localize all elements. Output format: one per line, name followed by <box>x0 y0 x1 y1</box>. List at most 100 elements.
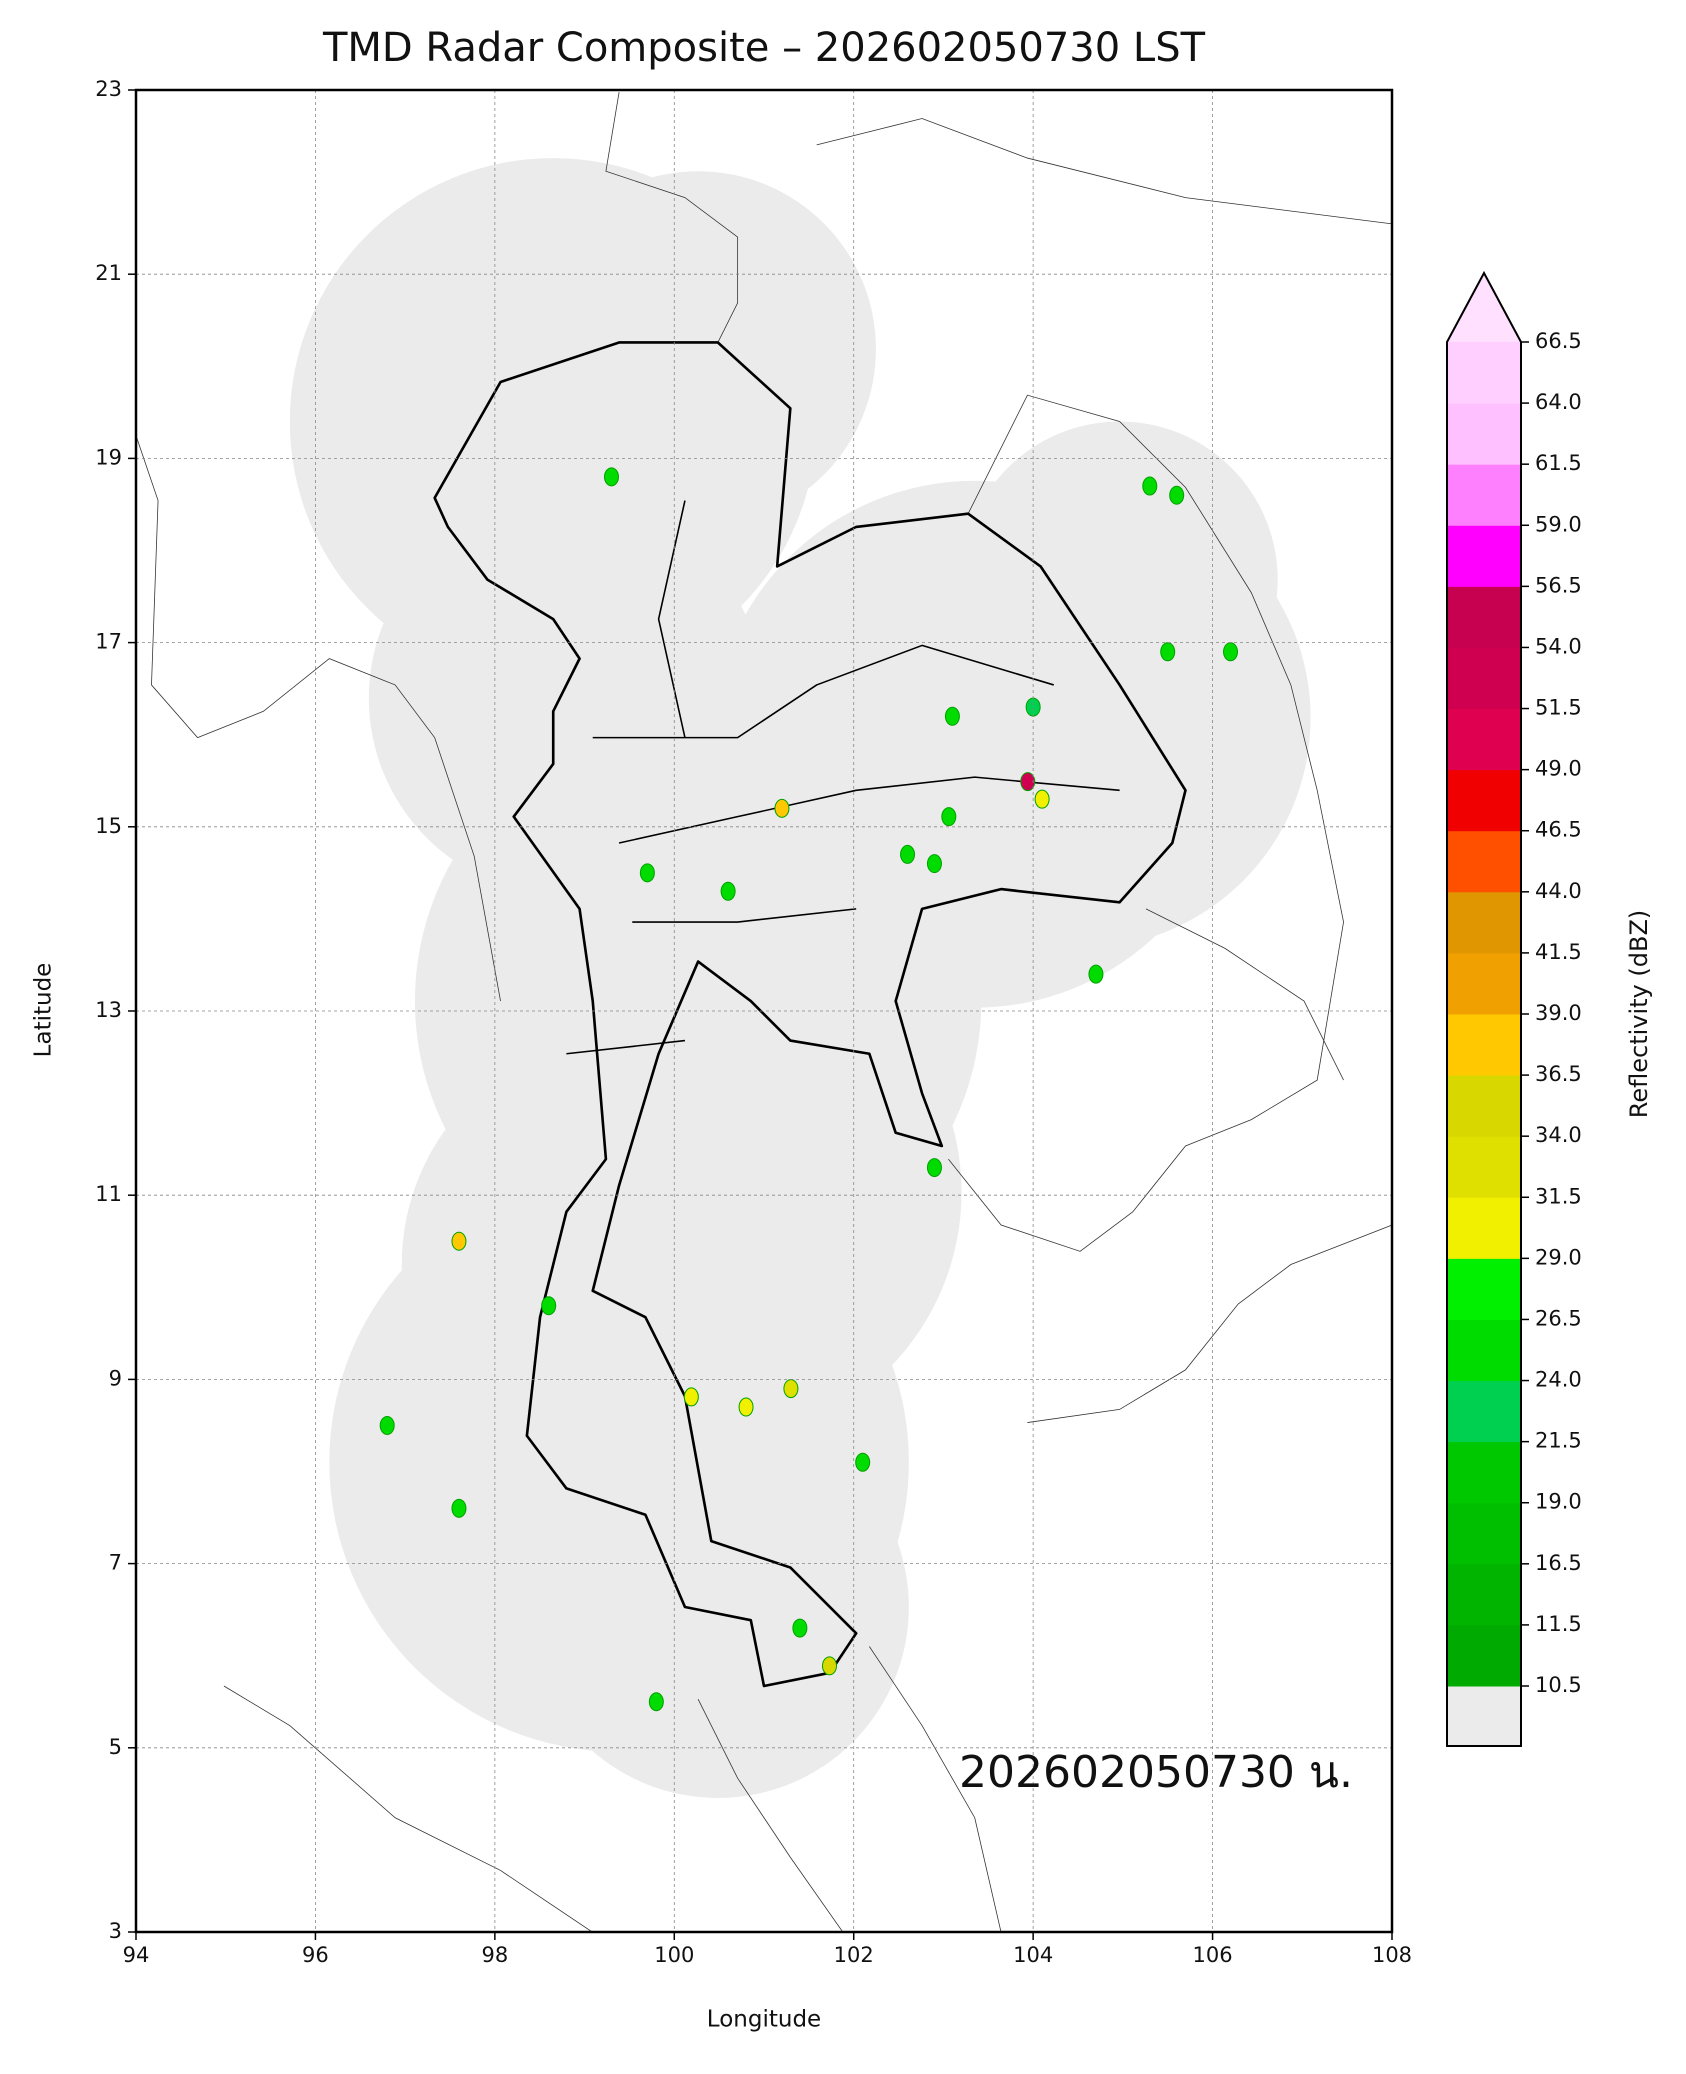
radar-echo <box>738 1397 754 1417</box>
colorbar-tick-label: 29.0 <box>1535 1245 1582 1269</box>
x-tick-label: 104 <box>1013 1943 1053 1967</box>
y-tick-label: 11 <box>95 1182 122 1206</box>
radar-echo <box>900 844 916 864</box>
radar-echo <box>603 467 619 487</box>
radar-echo <box>926 854 942 874</box>
y-tick-label: 5 <box>109 1735 122 1759</box>
radar-echo <box>1088 964 1104 984</box>
colorbar-tick-label: 61.5 <box>1535 451 1582 475</box>
radar-echo <box>941 807 957 827</box>
x-tick-label: 102 <box>834 1943 874 1967</box>
y-tick-label: 21 <box>95 261 122 285</box>
colorbar-band <box>1447 1441 1521 1504</box>
colorbar-band <box>1447 403 1521 465</box>
colorbar-tick-label: 26.5 <box>1535 1306 1582 1330</box>
colorbar-tick-label: 46.5 <box>1535 818 1582 842</box>
y-tick-label: 7 <box>109 1551 122 1575</box>
radar-coverage <box>289 158 1311 1798</box>
colorbar-band <box>1447 1502 1521 1565</box>
radar-echo <box>379 1415 395 1435</box>
x-tick-label: 108 <box>1372 1943 1412 1967</box>
colorbar-outline <box>1446 270 1522 1747</box>
radar-echo <box>821 1656 837 1676</box>
colorbar-tick-label: 11.5 <box>1535 1612 1582 1636</box>
colorbar-band <box>1447 1197 1521 1259</box>
colorbar-tick-label: 59.0 <box>1535 512 1582 536</box>
radar-echo <box>648 1692 664 1712</box>
colorbar-tick-label: 34.0 <box>1535 1123 1582 1147</box>
colorbar-band <box>1447 647 1521 710</box>
colorbar-extend <box>1447 273 1521 342</box>
radar-echo <box>1169 485 1185 505</box>
colorbar-band <box>1447 1014 1521 1076</box>
colorbar-tick-label: 41.5 <box>1535 940 1582 964</box>
annotation: 202602050730 น. <box>959 1747 1353 1798</box>
radar-echo <box>541 1296 557 1316</box>
radar-echo <box>451 1231 467 1251</box>
colorbar-tick-label: 39.0 <box>1535 1001 1582 1025</box>
radar-echo <box>720 881 736 901</box>
y-tick-label: 15 <box>95 814 122 838</box>
radar-echo <box>1160 642 1176 662</box>
colorbar-tick-label: 56.5 <box>1535 573 1582 597</box>
y-tick-label: 23 <box>95 77 122 101</box>
colorbar-band <box>1447 1319 1521 1382</box>
colorbar-tick-label: 24.0 <box>1535 1368 1582 1392</box>
radar-echo <box>639 863 655 883</box>
colorbar-label: Reflectivity (dBZ) <box>1625 910 1653 1119</box>
colorbar-tick-label: 19.0 <box>1535 1490 1582 1514</box>
colorbar-band <box>1447 464 1521 526</box>
colorbar-band <box>1447 1075 1521 1137</box>
y-axis-label: Latitude <box>31 963 57 1058</box>
y-tick-label: 3 <box>109 1919 122 1943</box>
colorbar-tick-label: 44.0 <box>1535 879 1582 903</box>
radar-echo <box>1020 772 1036 792</box>
y-tick-label: 9 <box>109 1366 122 1390</box>
colorbar-tick-label: 49.0 <box>1535 757 1582 781</box>
colorbar-band <box>1447 1380 1521 1443</box>
colorbar-band <box>1447 525 1521 587</box>
radar-echo <box>855 1452 871 1472</box>
radar-echo <box>451 1498 467 1518</box>
colorbar-tick-label: 21.5 <box>1535 1429 1582 1453</box>
radar-echo <box>792 1618 808 1638</box>
colorbar-tick-label: 66.5 <box>1535 329 1582 353</box>
colorbar-band <box>1447 952 1521 1015</box>
radar-echo <box>783 1379 799 1399</box>
y-tick-label: 17 <box>95 630 122 654</box>
x-tick-label: 96 <box>302 1943 329 1967</box>
radar-echo <box>1025 697 1041 717</box>
map-base <box>136 92 1392 1932</box>
colorbar-tick-label: 51.5 <box>1535 696 1582 720</box>
neighbour-borders <box>136 92 1392 1932</box>
radar-echo <box>774 798 790 818</box>
colorbar-band <box>1447 708 1521 771</box>
x-tick-label: 98 <box>481 1943 508 1967</box>
radar-echo <box>944 706 960 726</box>
x-axis-label: Longitude <box>707 2007 821 2033</box>
colorbar-band <box>1447 830 1521 893</box>
y-tick-label: 19 <box>95 445 122 469</box>
colorbar-tick-label: 36.5 <box>1535 1062 1582 1086</box>
x-tick-label: 100 <box>654 1943 694 1967</box>
colorbar-band <box>1447 342 1521 404</box>
radar-echo <box>1034 789 1050 809</box>
x-tick-label: 106 <box>1193 1943 1233 1967</box>
radar-echo <box>1142 476 1158 496</box>
colorbar-band <box>1447 891 1521 954</box>
colorbar-band <box>1447 586 1521 648</box>
x-tick-label: 94 <box>123 1943 150 1967</box>
chart-title: TMD Radar Composite – 202602050730 LST <box>322 25 1206 71</box>
radar-echo <box>1223 642 1239 662</box>
colorbar-under <box>1447 1686 1521 1746</box>
colorbar-band <box>1447 1258 1521 1320</box>
y-tick-label: 13 <box>95 998 122 1022</box>
colorbar-tick-label: 64.0 <box>1535 390 1582 414</box>
colorbar-tick-label: 10.5 <box>1535 1673 1582 1697</box>
colorbar-band <box>1447 769 1521 832</box>
colorbar-band <box>1447 1563 1521 1626</box>
radar-echo <box>683 1387 699 1407</box>
colorbar-band <box>1447 1624 1521 1687</box>
